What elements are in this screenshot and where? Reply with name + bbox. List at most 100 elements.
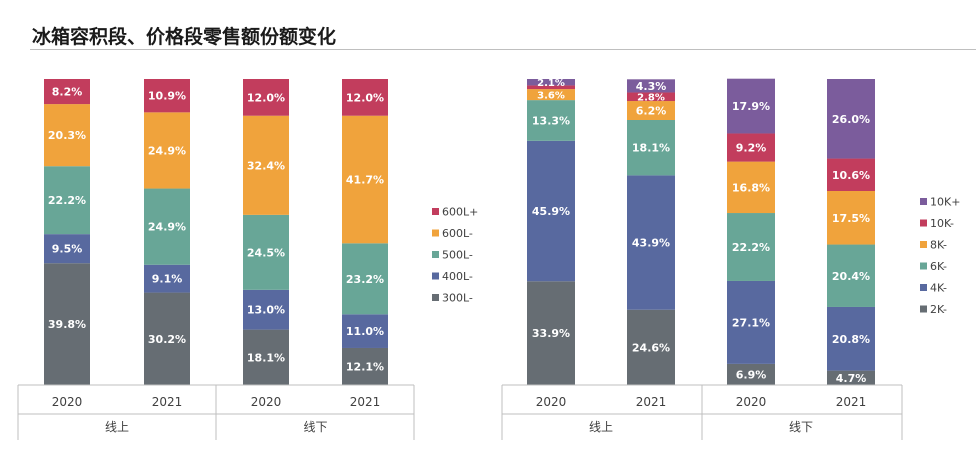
price-bar-2-seg-10K+: [627, 79, 675, 93]
volume-bar-1-seg-400L-: [44, 234, 90, 264]
price-bar-2-seg-2K-: [627, 309, 675, 385]
price-legend-label: 10K+: [930, 196, 960, 209]
price-bar-2-seg-8K-: [627, 101, 675, 121]
volume-value-label: 10.9%: [148, 90, 186, 103]
volume-legend-label: 300L-: [442, 292, 473, 305]
volume-value-label: 24.9%: [148, 221, 186, 234]
price-value-label: 13.3%: [532, 114, 570, 127]
volume-value-label: 20.3%: [48, 129, 86, 142]
volume-bar-3-seg-600L+: [243, 79, 289, 116]
volume-value-label: 12.0%: [346, 91, 384, 104]
title-divider: [30, 49, 976, 50]
volume-value-label: 11.0%: [346, 325, 384, 338]
price-bar-1-seg-10K-: [527, 85, 575, 90]
volume-bar-2-seg-300L-: [144, 292, 190, 385]
volume-value-label: 12.1%: [346, 360, 384, 373]
price-value-label: 4.7%: [836, 372, 867, 385]
price-bar-2-seg-6K-: [627, 120, 675, 176]
price-bar-3-seg-10K-: [727, 133, 775, 162]
price-legend-swatch: [920, 284, 927, 291]
price-legend-swatch: [920, 262, 927, 270]
volume-legend-swatch: [432, 251, 439, 258]
volume-value-label: 41.7%: [346, 174, 384, 187]
price-legend-label: 10K-: [930, 217, 954, 230]
volume-value-label: 13.0%: [247, 304, 285, 317]
volume-value-label: 24.5%: [247, 246, 285, 259]
volume-bar-4-seg-300L-: [342, 347, 388, 385]
page-title: 冰箱容积段、价格段零售额份额变化: [32, 26, 337, 48]
volume-legend-label: 600L+: [442, 206, 478, 219]
price-value-label: 9.2%: [736, 142, 767, 155]
price-value-label: 2.1%: [537, 78, 565, 89]
volume-year-label: 2020: [52, 395, 83, 409]
volume-bar-3-seg-500L-: [243, 214, 289, 290]
volume-group-label: 线下: [303, 420, 327, 434]
price-legend-swatch: [920, 305, 927, 313]
price-legend-label: 2K-: [930, 303, 947, 316]
volume-legend-label: 500L-: [442, 249, 473, 262]
volume-value-label: 32.4%: [247, 159, 285, 172]
price-bar-1-seg-10K+: [527, 79, 575, 86]
price-value-label: 43.9%: [632, 237, 670, 250]
price-legend-swatch: [920, 198, 927, 205]
price-value-label: 4.3%: [636, 80, 667, 93]
price-year-label: 2020: [536, 395, 567, 409]
price-legend-label: 4K-: [930, 282, 947, 295]
price-bar-3-seg-10K+: [727, 78, 775, 134]
volume-legend-swatch: [432, 294, 439, 301]
price-value-label: 17.5%: [832, 212, 870, 225]
price-value-label: 10.6%: [832, 169, 870, 182]
price-value-label: 16.8%: [732, 181, 770, 194]
price-bar-4-seg-6K-: [827, 244, 875, 307]
volume-value-label: 9.1%: [152, 273, 183, 286]
volume-legend-swatch: [432, 229, 439, 237]
price-value-label: 6.9%: [736, 368, 767, 381]
price-value-label: 33.9%: [532, 327, 570, 340]
volume-value-label: 23.2%: [346, 273, 384, 286]
price-bar-4-seg-4K-: [827, 306, 875, 371]
price-group-label: 线下: [789, 420, 813, 434]
price-value-label: 27.1%: [732, 316, 770, 329]
price-value-label: 6.2%: [636, 105, 667, 118]
volume-bar-4-seg-500L-: [342, 243, 388, 315]
volume-bar-4-seg-600L+: [342, 79, 388, 116]
volume-value-label: 22.2%: [48, 194, 86, 207]
price-bar-4-seg-10K+: [827, 79, 875, 159]
price-bar-1-seg-8K-: [527, 89, 575, 101]
volume-year-label: 2020: [251, 395, 282, 409]
price-value-label: 26.0%: [832, 113, 870, 126]
price-bar-3-seg-8K-: [727, 161, 775, 214]
volume-legend-swatch: [432, 272, 439, 280]
price-value-label: 17.9%: [732, 100, 770, 113]
volume-value-label: 24.9%: [148, 144, 186, 157]
volume-bar-3-seg-300L-: [243, 329, 289, 385]
price-group-label: 线上: [589, 420, 613, 434]
price-value-label: 24.6%: [632, 341, 670, 354]
volume-bar-2-seg-600L-: [144, 112, 190, 189]
price-legend-label: 8K-: [930, 239, 947, 252]
price-value-label: 20.8%: [832, 333, 870, 346]
volume-value-label: 18.1%: [247, 351, 285, 364]
price-value-label: 20.4%: [832, 270, 870, 283]
volume-bar-2-seg-500L-: [144, 188, 190, 265]
volume-bar-3-seg-400L-: [243, 289, 289, 330]
price-bar-4-seg-8K-: [827, 190, 875, 245]
volume-group-label: 线上: [105, 420, 129, 434]
volume-bar-2-seg-400L-: [144, 264, 190, 293]
volume-value-label: 30.2%: [148, 333, 186, 346]
price-year-label: 2021: [836, 395, 867, 409]
volume-legend-swatch: [432, 208, 439, 215]
volume-bar-2-seg-600L+: [144, 79, 190, 113]
volume-value-label: 39.8%: [48, 318, 86, 331]
volume-bar-1-seg-300L-: [44, 263, 90, 385]
volume-bar-1-seg-600L-: [44, 104, 90, 167]
volume-value-label: 8.2%: [52, 86, 83, 99]
price-bar-4-seg-10K-: [827, 158, 875, 191]
volume-bar-4-seg-400L-: [342, 314, 388, 348]
volume-year-label: 2021: [350, 395, 381, 409]
price-bar-2-seg-4K-: [627, 175, 675, 310]
price-year-label: 2020: [736, 395, 767, 409]
price-year-label: 2021: [636, 395, 667, 409]
price-value-label: 45.9%: [532, 205, 570, 218]
